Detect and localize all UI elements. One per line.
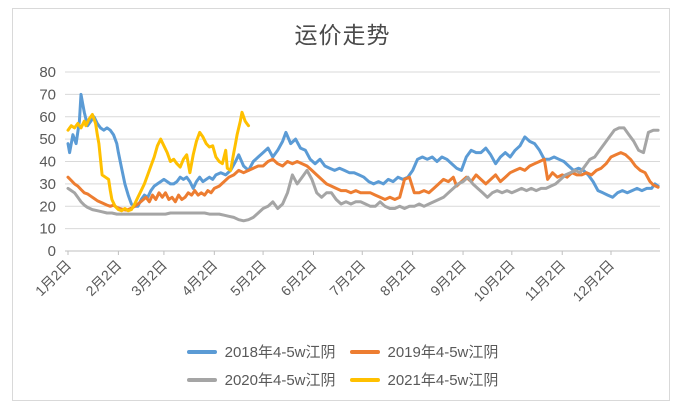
y-tick-label: 50 <box>39 131 56 148</box>
y-tick-label: 20 <box>39 198 56 215</box>
series-line-2020年4-5w江阴 <box>66 126 660 223</box>
legend-label: 2019年4-5w江阴 <box>387 344 499 361</box>
x-tick-label: 11月2日 <box>521 257 568 304</box>
legend-label: 2018年4-5w江阴 <box>224 344 336 361</box>
y-tick-label: 0 <box>48 243 56 260</box>
y-tick-label: 60 <box>39 109 56 126</box>
legend-item: 2021年4-5w江阴 <box>349 369 499 390</box>
x-tick-label: 3月2日 <box>128 257 170 299</box>
legend-swatch-icon <box>186 349 217 354</box>
legend-swatch-icon <box>349 349 380 354</box>
x-tick-label: 4月2日 <box>178 257 220 299</box>
x-tick-label: 10月2日 <box>470 257 518 305</box>
legend-label: 2021年4-5w江阴 <box>387 372 499 389</box>
legend-swatch-icon <box>186 377 217 382</box>
legend-swatch-icon <box>349 377 380 382</box>
x-tick-label: 6月2日 <box>277 257 319 299</box>
legend-row: 2018年4-5w江阴 2019年4-5w江阴 <box>186 341 499 362</box>
x-tick-label: 12月2日 <box>569 257 617 305</box>
y-tick-label: 80 <box>39 64 56 81</box>
legend-item: 2019年4-5w江阴 <box>349 341 499 362</box>
legend-item: 2018年4-5w江阴 <box>186 341 336 362</box>
x-tick-label: 9月2日 <box>427 257 469 299</box>
series-line-2019年4-5w江阴 <box>66 151 660 212</box>
y-tick-label: 70 <box>39 86 56 103</box>
legend-label: 2020年4-5w江阴 <box>224 372 336 389</box>
legend-item: 2020年4-5w江阴 <box>186 369 336 390</box>
chart-title: 运价走势 <box>294 22 391 48</box>
chart-legend: 2018年4-5w江阴 2019年4-5w江阴 2020年4-5w江阴 2021年4-… <box>0 341 685 390</box>
legend-row: 2020年4-5w江阴 2021年4-5w江阴 <box>186 369 499 390</box>
x-tick-label: 8月2日 <box>377 257 419 299</box>
series-line-2021年4-5w江阴 <box>66 110 250 213</box>
x-tick-label: 1月2日 <box>32 257 74 299</box>
y-tick-label: 10 <box>39 221 56 238</box>
y-tick-label: 30 <box>39 176 56 193</box>
x-tick-label: 5月2日 <box>227 257 269 299</box>
x-tick-label: 7月2日 <box>326 257 368 299</box>
y-tick-label: 40 <box>39 154 56 171</box>
x-tick-label: 2月2日 <box>82 257 124 299</box>
